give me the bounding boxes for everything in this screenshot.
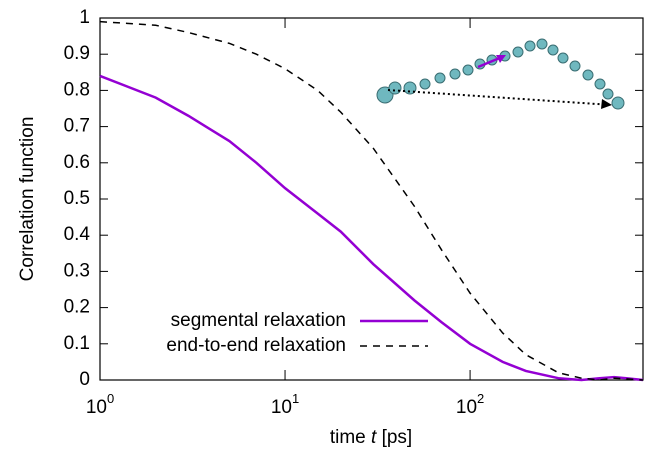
legend-label: segmental relaxation <box>171 310 346 331</box>
x-tick-label: 101 <box>271 391 299 418</box>
series-line <box>99 74 644 382</box>
x-tick-label: 100 <box>86 391 114 418</box>
x-tick-base: 10 <box>271 397 292 418</box>
y-tick-label: 0 <box>79 369 90 390</box>
x-tick-exponent: 2 <box>477 391 484 406</box>
y-tick-label: 0.6 <box>64 152 90 173</box>
y-tick-label: 0.3 <box>64 260 90 281</box>
x-axis-label-text: time <box>330 427 366 448</box>
x-tick-label: 102 <box>456 391 484 418</box>
y-tick-label: 0.5 <box>64 188 90 209</box>
y-tick-label: 0.1 <box>64 333 90 354</box>
x-axis-label-unit: [ps] <box>382 427 413 448</box>
x-axis-label-var: t <box>371 427 377 448</box>
x-tick-exponent: 0 <box>107 391 114 406</box>
x-tick-base: 10 <box>456 397 477 418</box>
series-line <box>99 20 644 381</box>
y-tick-label: 0.9 <box>64 43 90 64</box>
legend-label: end-to-end relaxation <box>166 335 346 356</box>
x-tick-base: 10 <box>86 397 107 418</box>
molecule-inset <box>376 38 625 110</box>
y-tick-label: 0.7 <box>64 116 90 137</box>
y-tick-label: 0.4 <box>64 224 91 245</box>
x-axis-label: time t [ps] <box>330 427 412 448</box>
y-tick-label: 0.8 <box>64 79 90 100</box>
y-tick-label: 0.2 <box>64 297 90 318</box>
y-axis-label: Correlation function <box>17 117 38 282</box>
x-tick-exponent: 1 <box>292 391 299 406</box>
y-tick-label: 1 <box>79 7 90 28</box>
